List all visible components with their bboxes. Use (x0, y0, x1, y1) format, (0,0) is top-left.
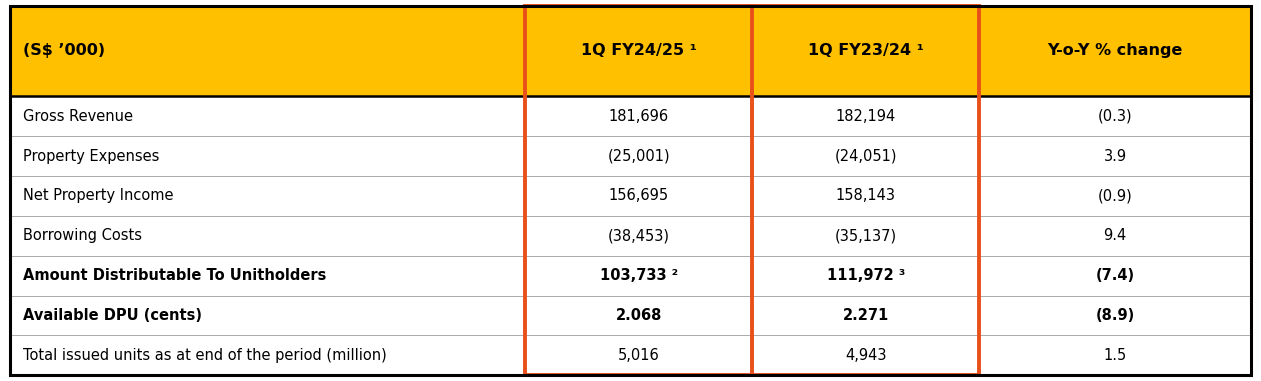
Text: Borrowing Costs: Borrowing Costs (23, 228, 141, 243)
Text: (35,137): (35,137) (835, 228, 897, 243)
Text: 181,696: 181,696 (609, 109, 668, 124)
Text: 111,972 ³: 111,972 ³ (826, 268, 904, 283)
Text: 9.4: 9.4 (1103, 228, 1126, 243)
Text: 3.9: 3.9 (1103, 149, 1126, 163)
Text: 1.5: 1.5 (1103, 348, 1126, 363)
Text: (7.4): (7.4) (1096, 268, 1135, 283)
Text: 156,695: 156,695 (609, 189, 668, 203)
Text: (8.9): (8.9) (1096, 308, 1135, 323)
Text: Net Property Income: Net Property Income (23, 189, 173, 203)
Text: 182,194: 182,194 (836, 109, 895, 124)
Text: Available DPU (cents): Available DPU (cents) (23, 308, 202, 323)
Text: Property Expenses: Property Expenses (23, 149, 159, 163)
Bar (525, 6, 980, 375)
Text: (0.3): (0.3) (1098, 109, 1132, 124)
Text: (25,001): (25,001) (608, 149, 670, 163)
Text: (S$ ’000): (S$ ’000) (23, 43, 105, 59)
Text: 1Q FY23/24 ¹: 1Q FY23/24 ¹ (808, 43, 923, 59)
Bar (10, 6, 1251, 96)
Text: Amount Distributable To Unitholders: Amount Distributable To Unitholders (23, 268, 327, 283)
Text: 2.068: 2.068 (615, 308, 662, 323)
Text: 158,143: 158,143 (836, 189, 895, 203)
Text: Total issued units as at end of the period (million): Total issued units as at end of the peri… (23, 348, 386, 363)
Text: (24,051): (24,051) (835, 149, 897, 163)
Bar (10, 96, 1251, 375)
Text: (0.9): (0.9) (1097, 189, 1132, 203)
Text: 103,733 ²: 103,733 ² (599, 268, 677, 283)
Text: 1Q FY24/25 ¹: 1Q FY24/25 ¹ (580, 43, 696, 59)
Text: (38,453): (38,453) (608, 228, 670, 243)
Text: 4,943: 4,943 (845, 348, 886, 363)
Text: Y-o-Y % change: Y-o-Y % change (1048, 43, 1183, 59)
Text: Gross Revenue: Gross Revenue (23, 109, 132, 124)
Text: 5,016: 5,016 (618, 348, 660, 363)
Text: 2.271: 2.271 (842, 308, 889, 323)
